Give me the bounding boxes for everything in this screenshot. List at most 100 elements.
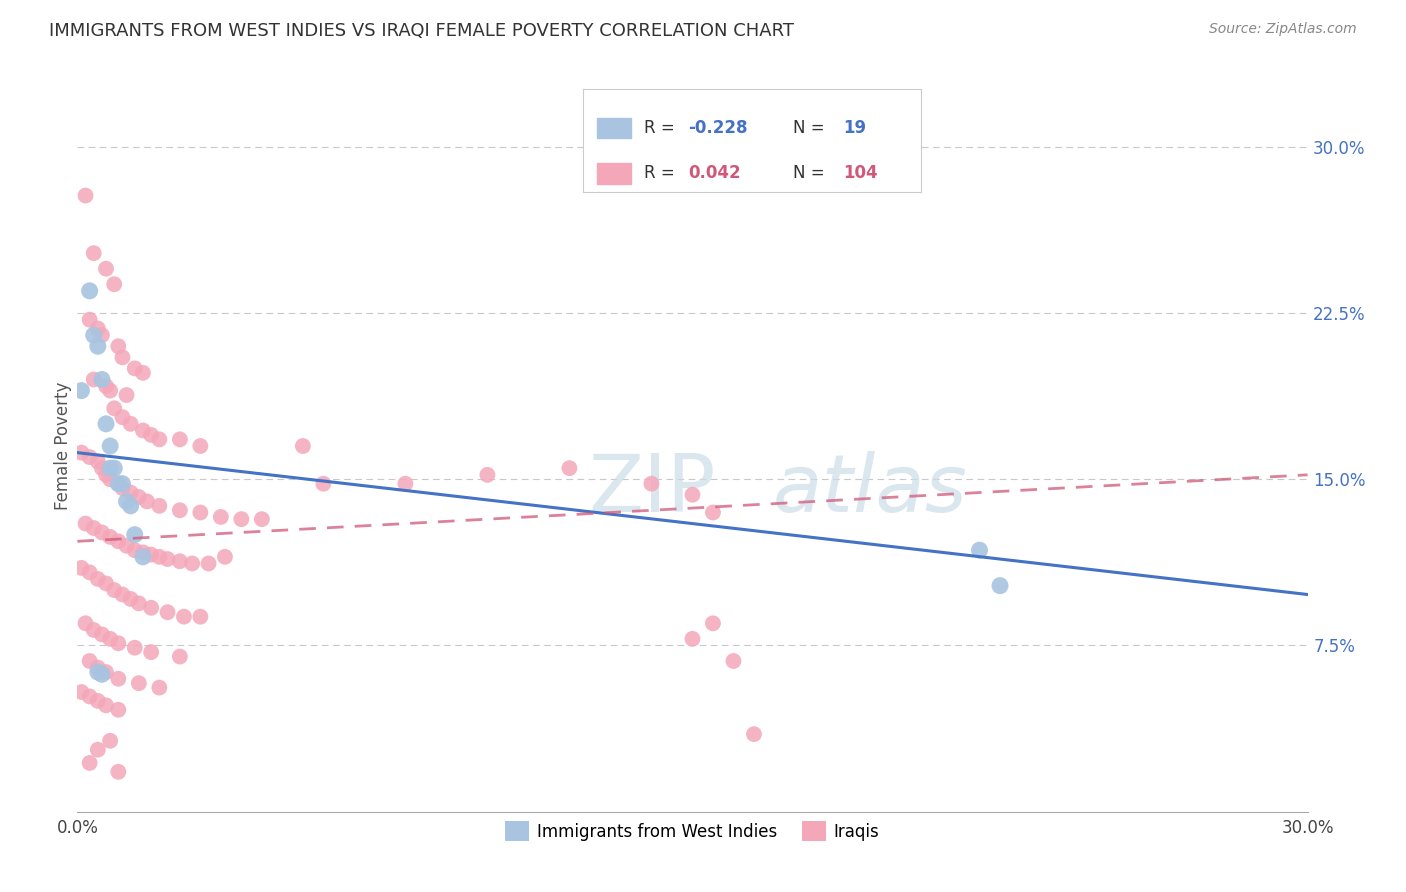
Text: IMMIGRANTS FROM WEST INDIES VS IRAQI FEMALE POVERTY CORRELATION CHART: IMMIGRANTS FROM WEST INDIES VS IRAQI FEM…: [49, 22, 794, 40]
Point: [111, 481, 134, 495]
Point: [90, 627, 114, 641]
Y-axis label: Female Poverty: Female Poverty: [53, 382, 72, 510]
Point: [477, 467, 499, 482]
Point: [94, 467, 117, 482]
Point: [83, 246, 105, 260]
Point: [169, 503, 191, 517]
Point: [169, 554, 191, 568]
Point: [103, 461, 125, 475]
Point: [181, 557, 204, 571]
Point: [87, 660, 110, 674]
Point: [141, 548, 163, 562]
Point: [79, 312, 101, 326]
Point: [148, 499, 170, 513]
Point: [394, 476, 416, 491]
Point: [132, 366, 155, 380]
Point: [70, 685, 93, 699]
Point: [124, 543, 146, 558]
Point: [128, 596, 150, 610]
Point: [83, 328, 105, 343]
Point: [70, 561, 93, 575]
Point: [90, 525, 114, 540]
Point: [87, 572, 110, 586]
Point: [75, 616, 97, 631]
Point: [115, 539, 138, 553]
Point: [169, 649, 191, 664]
Point: [103, 583, 125, 598]
Point: [111, 587, 134, 601]
Point: [115, 494, 138, 508]
Text: -0.228: -0.228: [688, 120, 748, 137]
Point: [75, 516, 97, 531]
Point: [124, 527, 146, 541]
Text: 19: 19: [844, 120, 866, 137]
Bar: [598, 163, 631, 184]
Point: [136, 494, 159, 508]
Point: [209, 510, 232, 524]
Point: [94, 665, 117, 679]
Point: [98, 632, 121, 646]
Point: [107, 636, 129, 650]
Point: [90, 667, 114, 681]
Point: [94, 417, 117, 431]
Point: [115, 388, 138, 402]
Point: [148, 549, 170, 564]
Point: [103, 401, 125, 416]
Point: [128, 490, 150, 504]
Point: [111, 410, 134, 425]
Point: [111, 351, 134, 365]
Point: [969, 543, 991, 558]
Point: [188, 506, 212, 520]
Point: [214, 549, 236, 564]
Point: [231, 512, 253, 526]
Point: [107, 534, 129, 549]
Point: [75, 188, 97, 202]
Text: 0.042: 0.042: [688, 164, 741, 182]
Point: [70, 445, 93, 459]
Point: [702, 506, 724, 520]
Point: [702, 616, 724, 631]
Point: [79, 284, 101, 298]
Point: [107, 672, 129, 686]
Point: [90, 461, 114, 475]
Point: [141, 645, 163, 659]
Point: [169, 433, 191, 447]
Text: atlas: atlas: [772, 450, 967, 529]
Point: [87, 694, 110, 708]
Point: [94, 576, 117, 591]
Point: [83, 623, 105, 637]
Point: [132, 545, 155, 559]
Point: [124, 640, 146, 655]
Point: [250, 512, 273, 526]
Point: [558, 461, 581, 475]
Text: R =: R =: [644, 120, 681, 137]
Point: [98, 384, 121, 398]
Point: [128, 676, 150, 690]
Point: [188, 439, 212, 453]
Point: [79, 690, 101, 704]
Point: [98, 439, 121, 453]
Point: [107, 339, 129, 353]
Point: [79, 566, 101, 580]
Point: [98, 472, 121, 486]
Point: [87, 742, 110, 756]
Point: [988, 579, 1011, 593]
Point: [141, 600, 163, 615]
Point: [148, 681, 170, 695]
Point: [98, 461, 121, 475]
Point: [107, 476, 129, 491]
Text: N =: N =: [793, 120, 830, 137]
Point: [197, 557, 219, 571]
Point: [79, 756, 101, 770]
Text: N =: N =: [793, 164, 830, 182]
Point: [87, 454, 110, 468]
Point: [120, 485, 142, 500]
Point: [87, 665, 110, 679]
Point: [682, 632, 704, 646]
Point: [156, 605, 179, 619]
Point: [87, 339, 110, 353]
Point: [111, 476, 134, 491]
Point: [173, 609, 195, 624]
Point: [94, 379, 117, 393]
Point: [70, 384, 93, 398]
